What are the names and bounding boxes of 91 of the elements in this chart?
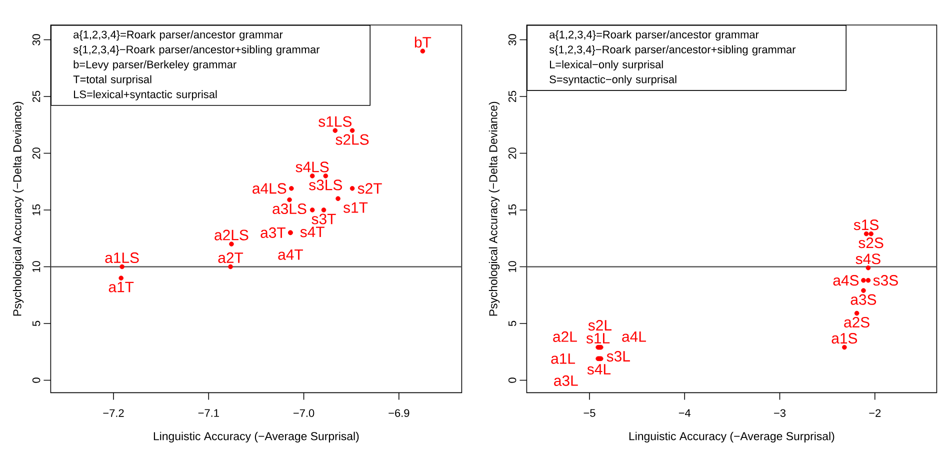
y-tick-label: 15 — [508, 204, 516, 216]
data-label: s2S — [858, 238, 884, 248]
data-label: a1LS — [105, 252, 139, 264]
data-label: s1LS — [318, 116, 352, 127]
annotation: b=Levy parser/Berkeley grammar — [74, 60, 236, 70]
x-axis-title: Linguistic Accuracy (−Average Surprisal) — [154, 432, 359, 442]
x-tick-label: −7.2 — [103, 409, 124, 417]
data-label: a3L — [554, 375, 578, 386]
point — [228, 264, 233, 270]
x-tick-label: −5 — [584, 409, 596, 417]
data-label: s4S — [856, 254, 880, 264]
x-tick-label: −3 — [774, 409, 786, 417]
data-label: a2LS — [214, 230, 248, 240]
point — [289, 186, 294, 191]
y-tick-label: 5 — [508, 320, 516, 326]
data-label: a2S — [844, 316, 870, 328]
data-label: a3S — [850, 294, 876, 305]
point — [864, 231, 869, 236]
data-label: s2L — [588, 320, 612, 331]
y-tick-label: 0 — [508, 378, 516, 383]
y-tick-label: 15 — [32, 204, 40, 216]
data-label: s2T — [358, 183, 382, 194]
point — [350, 186, 355, 191]
annotation: LS=lexical+syntactic surprisal — [74, 90, 217, 100]
point — [420, 48, 426, 54]
data-label: a1L — [551, 353, 576, 364]
data-label: a3T — [260, 227, 286, 238]
point — [866, 278, 871, 283]
data-label: s4T — [300, 226, 324, 238]
data-label: a1T — [108, 282, 134, 292]
x-tick-label: −2 — [869, 409, 881, 417]
data-label: s1T — [343, 202, 368, 213]
point — [866, 265, 871, 270]
y-tick-label: 10 — [32, 261, 40, 272]
y-tick-label: 10 — [508, 261, 516, 272]
x-tick-label: −6.9 — [388, 409, 410, 417]
data-label: a2T — [218, 252, 244, 264]
y-tick-label: 30 — [508, 34, 516, 46]
data-label: s4LS — [296, 162, 329, 172]
data-label: a4S — [833, 275, 859, 286]
point — [323, 174, 328, 178]
point — [321, 208, 326, 212]
data-label: s4L — [587, 364, 611, 375]
annotation: a{1,2,3,4}=Roark parser/ancestor grammar — [74, 30, 283, 41]
y-tick-label: 20 — [508, 148, 516, 159]
y-tick-label: 25 — [32, 90, 40, 102]
y-tick-label: 25 — [508, 90, 516, 102]
data-label: s3L — [606, 351, 630, 362]
x-tick-label: −4 — [678, 409, 691, 417]
point — [350, 128, 355, 133]
point — [310, 208, 315, 212]
point — [120, 264, 124, 270]
y-axis-title: Psychological Accuracy (−Delta Deviance) — [488, 102, 500, 316]
data-label: a1S — [832, 333, 858, 344]
data-label: s3T — [312, 214, 336, 224]
point — [118, 276, 124, 280]
point — [287, 197, 292, 202]
data-label: s2LS — [336, 134, 369, 145]
x-tick-label: −7.1 — [198, 409, 219, 417]
x-tick-label: −7.0 — [294, 409, 314, 417]
data-label: a3LS — [272, 203, 306, 214]
point — [842, 344, 847, 350]
data-label: s3S — [873, 275, 898, 286]
point — [861, 288, 866, 293]
point — [854, 310, 860, 316]
point — [861, 278, 866, 283]
y-tick-label: 20 — [32, 148, 40, 159]
y-tick-label: 30 — [32, 34, 40, 46]
annotation: s{1,2,3,4}−Roark parser/ancestor+sibling grammar — [549, 45, 796, 56]
data-label: a4T — [278, 249, 303, 260]
point — [332, 128, 338, 133]
data-label: bT — [414, 36, 432, 48]
data-label: s1S — [854, 220, 879, 230]
annotation: a{1,2,3,4}=Roark parser/ancestor grammar — [550, 30, 759, 41]
point — [336, 196, 340, 202]
data-label: s3LS — [309, 180, 342, 190]
x-axis-title: Linguistic Accuracy (−Average Surprisal) — [629, 432, 834, 442]
y-axis-title: Psychological Accuracy (−Delta Deviance) — [12, 102, 24, 316]
annotation: s{1,2,3,4}−Roark parser/ancestor+sibling grammar — [73, 45, 320, 56]
point — [229, 242, 234, 246]
point — [868, 231, 874, 236]
y-tick-label: 5 — [32, 320, 40, 326]
data-label: a4LS — [252, 183, 286, 194]
data-label: a4L — [622, 331, 646, 342]
annotation: S=syntactic−only surprisal — [550, 75, 676, 86]
data-label: a2L — [553, 331, 577, 342]
annotation: L=lexical−only surprisal — [550, 60, 663, 70]
y-tick-label: 0 — [32, 378, 40, 383]
point — [310, 174, 315, 178]
annotation: T=total surprisal — [73, 75, 152, 86]
data-label: s1L — [586, 333, 610, 344]
